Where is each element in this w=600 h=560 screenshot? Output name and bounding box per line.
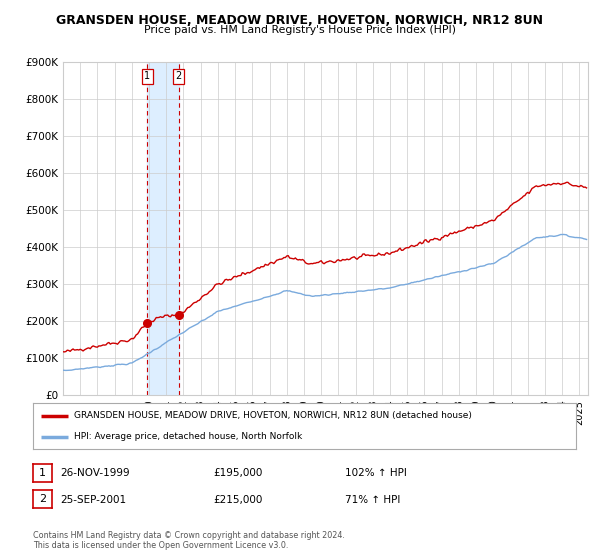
Text: £195,000: £195,000 [213, 468, 262, 478]
Bar [148, 62, 179, 395]
Text: Price paid vs. HM Land Registry's House Price Index (HPI): Price paid vs. HM Land Registry's House … [144, 25, 456, 35]
Text: GRANSDEN HOUSE, MEADOW DRIVE, HOVETON, NORWICH, NR12 8UN (detached house): GRANSDEN HOUSE, MEADOW DRIVE, HOVETON, N… [74, 411, 472, 420]
Text: 71% ↑ HPI: 71% ↑ HPI [345, 494, 400, 505]
Text: 102% ↑ HPI: 102% ↑ HPI [345, 468, 407, 478]
Text: 1: 1 [144, 72, 151, 81]
Text: 2: 2 [176, 72, 182, 81]
Text: 25-SEP-2001: 25-SEP-2001 [60, 494, 126, 505]
Text: Contains HM Land Registry data © Crown copyright and database right 2024.
This d: Contains HM Land Registry data © Crown c… [33, 530, 345, 550]
Text: GRANSDEN HOUSE, MEADOW DRIVE, HOVETON, NORWICH, NR12 8UN: GRANSDEN HOUSE, MEADOW DRIVE, HOVETON, N… [56, 14, 544, 27]
Text: 1: 1 [39, 468, 46, 478]
Text: £215,000: £215,000 [213, 494, 262, 505]
Text: 26-NOV-1999: 26-NOV-1999 [60, 468, 130, 478]
Text: HPI: Average price, detached house, North Norfolk: HPI: Average price, detached house, Nort… [74, 432, 302, 441]
Text: 2: 2 [39, 494, 46, 504]
